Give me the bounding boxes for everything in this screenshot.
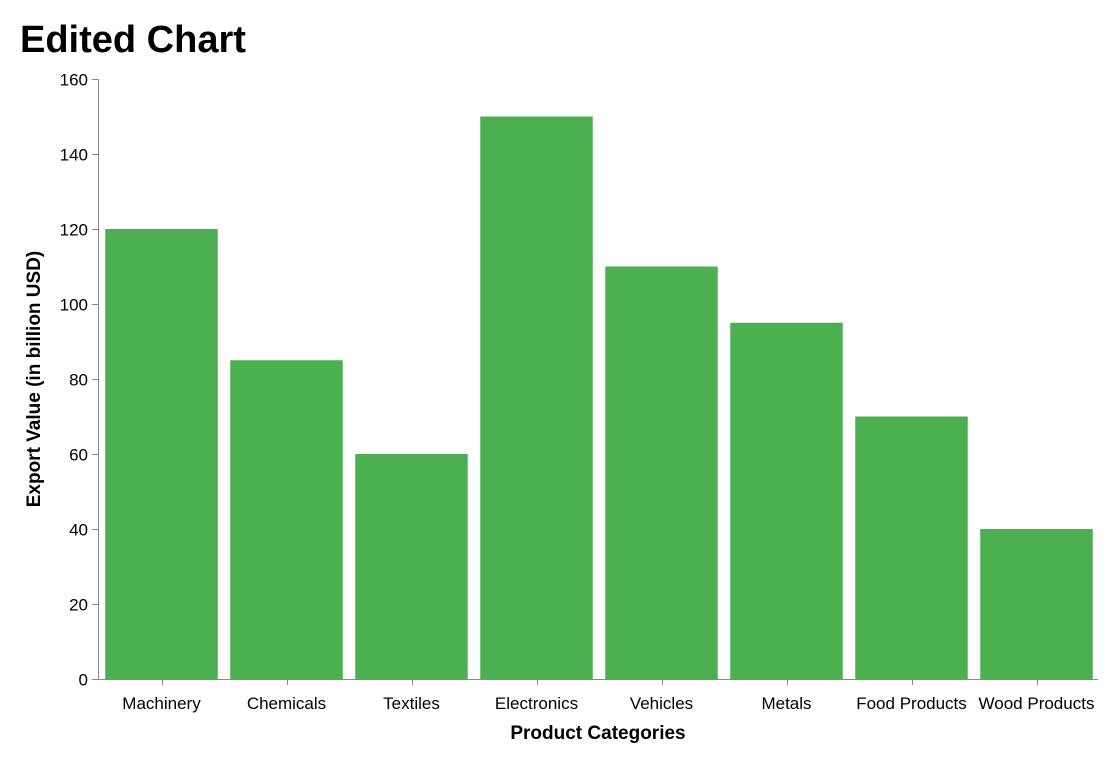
y-tick-label: 140: [60, 146, 88, 165]
x-tick-label: Textiles: [383, 694, 440, 713]
y-tick-label: 80: [69, 371, 88, 390]
bars-group: [105, 116, 1093, 679]
y-tick-label: 60: [69, 446, 88, 465]
y-tick-label: 100: [60, 296, 88, 315]
y-tick-label: 20: [69, 596, 88, 615]
x-tick-label: Machinery: [122, 694, 201, 713]
x-axis: Machinery Chemicals Textiles Electronics Veh…: [98, 679, 1098, 713]
bar-food-products: [855, 416, 968, 679]
bar-chemicals: [230, 360, 343, 679]
bar-metals: [730, 322, 843, 679]
x-tick-label: Electronics: [495, 694, 578, 713]
y-tick-label: 0: [79, 671, 88, 690]
y-axis-label: Export Value (in billion USD): [24, 251, 45, 508]
x-tick-label: Vehicles: [630, 694, 693, 713]
x-tick-label: Chemicals: [247, 694, 326, 713]
y-tick-label: 40: [69, 521, 88, 540]
bar-vehicles: [605, 266, 718, 679]
chart-title: Edited Chart: [20, 19, 246, 61]
bar-electronics: [480, 116, 593, 679]
y-tick-label: 120: [60, 221, 88, 240]
x-tick-label: Metals: [761, 694, 811, 713]
x-tick-label: Food Products: [856, 694, 967, 713]
bar-wood-products: [980, 529, 1093, 679]
bar-machinery: [105, 229, 218, 679]
y-axis: 0 20 40 60 80 100 120 140 160: [60, 71, 99, 690]
x-axis-label: Product Categories: [510, 723, 685, 744]
y-tick-label: 160: [60, 71, 88, 90]
bar-textiles: [355, 454, 468, 679]
x-tick-label: Wood Products: [979, 694, 1095, 713]
